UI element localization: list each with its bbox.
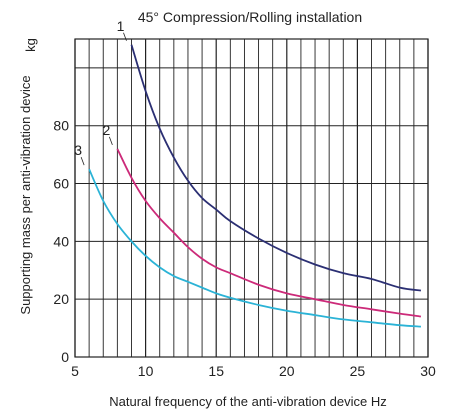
x-tick-label: 10 bbox=[138, 363, 154, 379]
x-tick-label: 20 bbox=[279, 363, 295, 379]
y-unit-label: kg bbox=[23, 38, 38, 52]
y-tick-label: 60 bbox=[53, 176, 69, 192]
series-line-2 bbox=[116, 148, 422, 318]
series-line-3 bbox=[88, 168, 422, 328]
series-label-leader-1 bbox=[123, 32, 127, 41]
series-label-leader-3 bbox=[80, 156, 85, 166]
y-tick-label: 40 bbox=[53, 233, 69, 249]
series-label-3: 3 bbox=[74, 142, 82, 158]
series-label-leader-2 bbox=[108, 136, 113, 145]
y-tick-label: 20 bbox=[53, 291, 69, 307]
y-tick-label: 0 bbox=[61, 349, 69, 365]
series-label-2: 2 bbox=[102, 122, 110, 138]
tick-labels: 5 10 15 20 25 30 0 20 40 60 80 bbox=[53, 118, 436, 379]
x-axis-label: Natural frequency of the anti-vibration … bbox=[109, 394, 386, 409]
x-tick-label: 30 bbox=[420, 363, 436, 379]
x-tick-label: 5 bbox=[71, 363, 79, 379]
x-tick-label: 25 bbox=[350, 363, 366, 379]
series-line-1 bbox=[130, 44, 422, 292]
plot-frame bbox=[74, 38, 429, 358]
y-axis-label: Supporting mass per anti-vibration devic… bbox=[18, 75, 33, 314]
series-label-1: 1 bbox=[117, 18, 125, 34]
plot-area bbox=[88, 44, 422, 328]
chart-title: 45° Compression/Rolling installation bbox=[138, 9, 362, 25]
y-tick-label: 80 bbox=[53, 118, 69, 134]
x-tick-label: 15 bbox=[208, 363, 224, 379]
series-labels: 1 2 3 bbox=[74, 18, 127, 166]
